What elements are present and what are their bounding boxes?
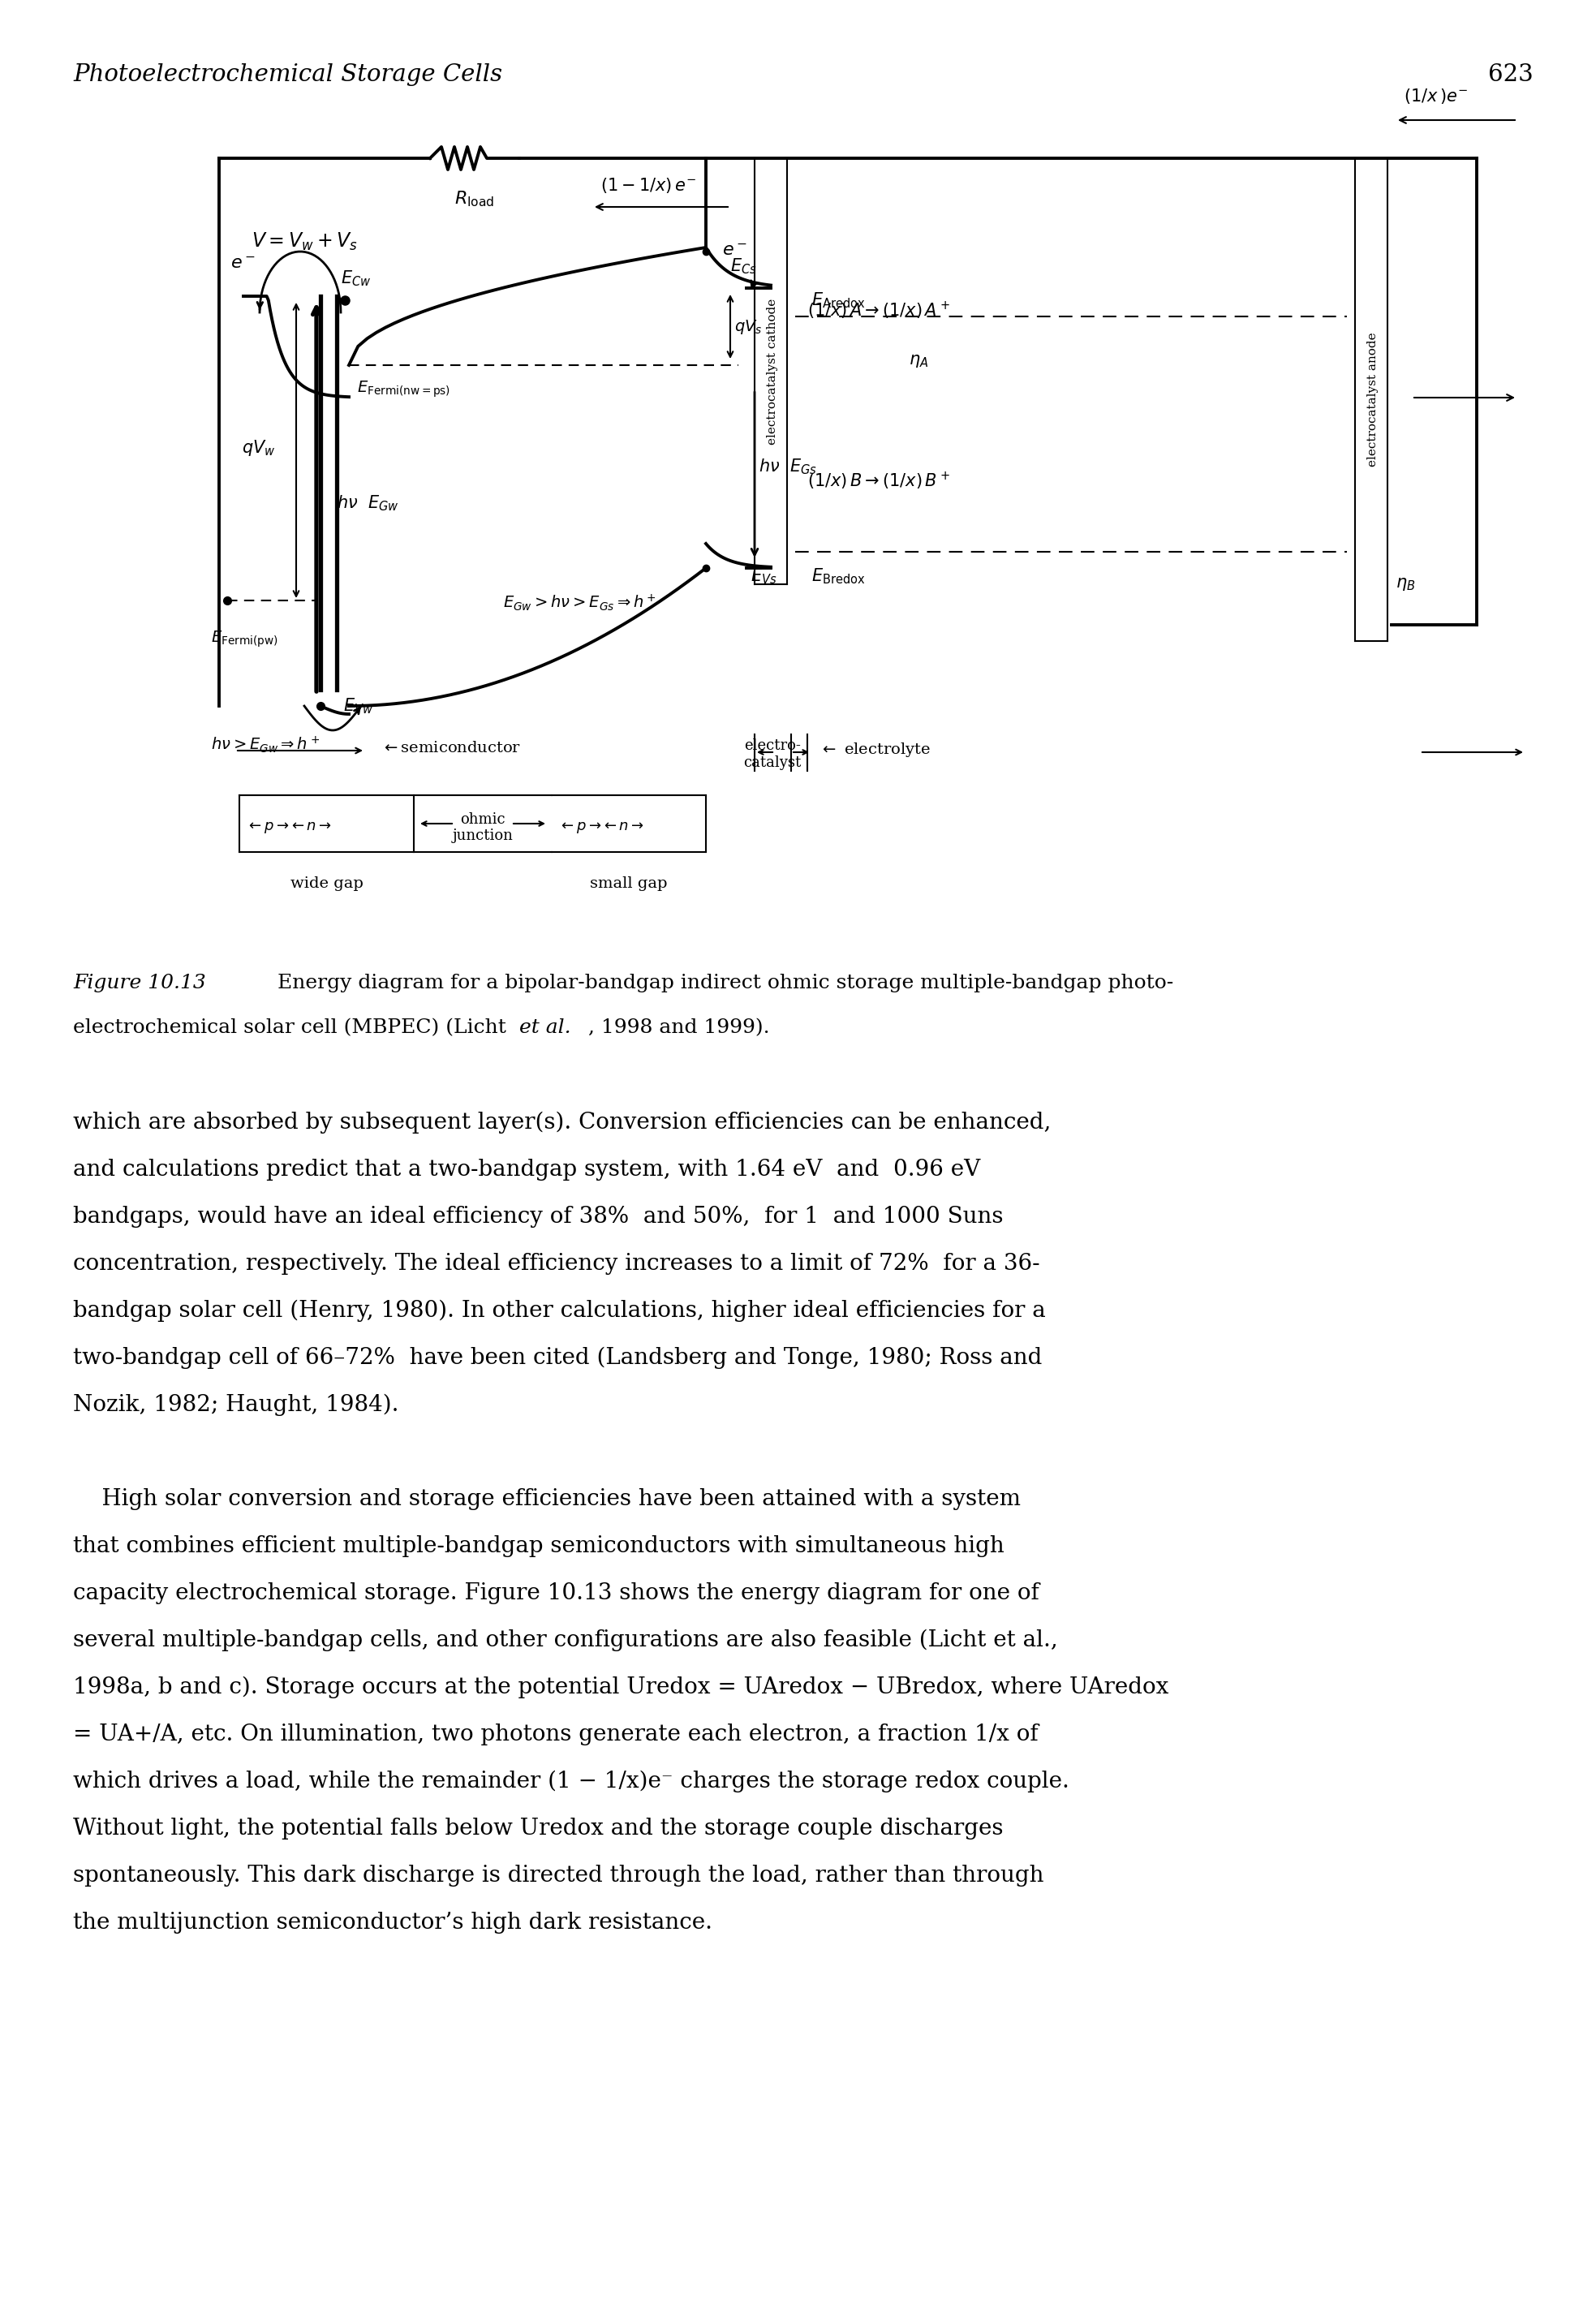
- Text: $E_{\rm Bredox}$: $E_{\rm Bredox}$: [811, 565, 865, 586]
- Text: $E_{Gw}>h\nu>E_{Gs}\Rightarrow h^+$: $E_{Gw}>h\nu>E_{Gs}\Rightarrow h^+$: [503, 593, 656, 611]
- Text: Photoelectrochemical Storage Cells: Photoelectrochemical Storage Cells: [73, 64, 503, 85]
- Text: and calculations predict that a two-bandgap system, with 1.64 eV  and  0.96 eV: and calculations predict that a two-band…: [73, 1158, 980, 1181]
- Text: High solar conversion and storage efficiencies have been attained with a system: High solar conversion and storage effici…: [73, 1489, 1021, 1510]
- Text: $E_{\rm Aredox}$: $E_{\rm Aredox}$: [811, 292, 865, 310]
- Text: $E_{Cs}$: $E_{Cs}$: [731, 257, 757, 276]
- Text: Nozik, 1982; Haught, 1984).: Nozik, 1982; Haught, 1984).: [73, 1395, 399, 1416]
- Text: $qV_s$: $qV_s$: [734, 317, 763, 336]
- Text: electrochemical solar cell (MBPEC) (Licht: electrochemical solar cell (MBPEC) (Lich…: [73, 1018, 512, 1036]
- Text: electrocatalyst cathode: electrocatalyst cathode: [766, 299, 779, 444]
- Text: Energy diagram for a bipolar-bandgap indirect ohmic storage multiple-bandgap pho: Energy diagram for a bipolar-bandgap ind…: [252, 974, 1173, 993]
- Text: concentration, respectively. The ideal efficiency increases to a limit of 72%  f: concentration, respectively. The ideal e…: [73, 1252, 1041, 1275]
- Text: bandgap solar cell (Henry, 1980). In other calculations, higher ideal efficienci: bandgap solar cell (Henry, 1980). In oth…: [73, 1301, 1045, 1321]
- Text: capacity electrochemical storage. Figure 10.13 shows the energy diagram for one : capacity electrochemical storage. Figure…: [73, 1583, 1039, 1604]
- Text: the multijunction semiconductor’s high dark resistance.: the multijunction semiconductor’s high d…: [73, 1912, 712, 1933]
- Text: which drives a load, while the remainder (1 − 1/x)e⁻ charges the storage redox c: which drives a load, while the remainder…: [73, 1769, 1069, 1792]
- Text: two-bandgap cell of 66–72%  have been cited (Landsberg and Tonge, 1980; Ross and: two-bandgap cell of 66–72% have been cit…: [73, 1347, 1042, 1370]
- Text: $\leftarrow$semiconductor: $\leftarrow$semiconductor: [381, 740, 520, 756]
- Text: which are absorbed by subsequent layer(s). Conversion efficiencies can be enhanc: which are absorbed by subsequent layer(s…: [73, 1112, 1052, 1133]
- Text: $(1/x)\,A \rightarrow (1/x)\,A^+$: $(1/x)\,A \rightarrow (1/x)\,A^+$: [808, 301, 950, 322]
- Text: $R_{\rm load}$: $R_{\rm load}$: [455, 188, 495, 209]
- Text: $h\nu\ \ E_{Gw}$: $h\nu\ \ E_{Gw}$: [337, 494, 399, 512]
- Text: $E_{\rm Fermi(pw)}$: $E_{\rm Fermi(pw)}$: [211, 630, 278, 648]
- Text: $\eta_B$: $\eta_B$: [1395, 577, 1416, 593]
- Text: $E_{Vw}$: $E_{Vw}$: [343, 696, 373, 715]
- Text: $qV_w$: $qV_w$: [243, 439, 276, 457]
- Text: $\eta_A$: $\eta_A$: [908, 354, 929, 370]
- Text: electrocatalyst anode: electrocatalyst anode: [1368, 333, 1379, 466]
- Text: electro-
catalyst: electro- catalyst: [744, 738, 801, 770]
- Text: $E_{\rm Fermi(nw=ps)}$: $E_{\rm Fermi(nw=ps)}$: [358, 379, 450, 400]
- Text: = UA+/A, etc. On illumination, two photons generate each electron, a fraction 1/: = UA+/A, etc. On illumination, two photo…: [73, 1724, 1039, 1746]
- Text: spontaneously. This dark discharge is directed through the load, rather than thr: spontaneously. This dark discharge is di…: [73, 1864, 1044, 1887]
- Text: $\leftarrow$ electrolyte: $\leftarrow$ electrolyte: [819, 740, 930, 758]
- Text: wide gap: wide gap: [290, 876, 362, 892]
- Text: $h\nu\ \ E_{Gs}$: $h\nu\ \ E_{Gs}$: [758, 457, 817, 476]
- Text: $V = V_w + V_s$: $V = V_w + V_s$: [252, 232, 358, 253]
- Text: $E_{Vs}$: $E_{Vs}$: [750, 568, 777, 586]
- Text: $E_{Cw}$: $E_{Cw}$: [342, 269, 372, 287]
- Text: several multiple-bandgap cells, and other configurations are also feasible (Lich: several multiple-bandgap cells, and othe…: [73, 1629, 1058, 1652]
- Text: $(1/x\,)e^{-}$: $(1/x\,)e^{-}$: [1404, 87, 1468, 106]
- Text: small gap: small gap: [591, 876, 667, 892]
- Text: Without light, the potential falls below Uredox and the storage couple discharge: Without light, the potential falls below…: [73, 1818, 1004, 1838]
- Text: $e^-$: $e^-$: [230, 255, 255, 273]
- Text: $\leftarrow p \rightarrow\!\leftarrow n \rightarrow$: $\leftarrow p \rightarrow\!\leftarrow n …: [559, 820, 645, 834]
- Text: 1998a, b and c). Storage occurs at the potential Uredox = UAredox − UBredox, whe: 1998a, b and c). Storage occurs at the p…: [73, 1678, 1168, 1698]
- Text: , 1998 and 1999).: , 1998 and 1999).: [589, 1018, 769, 1036]
- Text: $(1/x)\,B \rightarrow (1/x)\,B^+$: $(1/x)\,B \rightarrow (1/x)\,B^+$: [808, 471, 950, 492]
- Text: 623: 623: [1489, 64, 1534, 85]
- Text: Figure 10.13: Figure 10.13: [73, 974, 206, 993]
- Text: $\leftarrow p \rightarrow\!\leftarrow n \rightarrow$: $\leftarrow p \rightarrow\!\leftarrow n …: [246, 820, 332, 834]
- Text: $e^-$: $e^-$: [721, 241, 747, 260]
- Text: bandgaps, would have an ideal efficiency of 38%  and 50%,  for 1  and 1000 Suns: bandgaps, would have an ideal efficiency…: [73, 1206, 1004, 1227]
- Text: $(1-1/x)\,e^{-}$: $(1-1/x)\,e^{-}$: [600, 177, 696, 195]
- Text: ohmic
junction: ohmic junction: [452, 811, 514, 843]
- Text: et al.: et al.: [519, 1018, 571, 1036]
- Text: $h\nu>E_{Gw}\Rightarrow h^+$: $h\nu>E_{Gw}\Rightarrow h^+$: [211, 735, 319, 754]
- Text: that combines efficient multiple-bandgap semiconductors with simultaneous high: that combines efficient multiple-bandgap…: [73, 1535, 1004, 1558]
